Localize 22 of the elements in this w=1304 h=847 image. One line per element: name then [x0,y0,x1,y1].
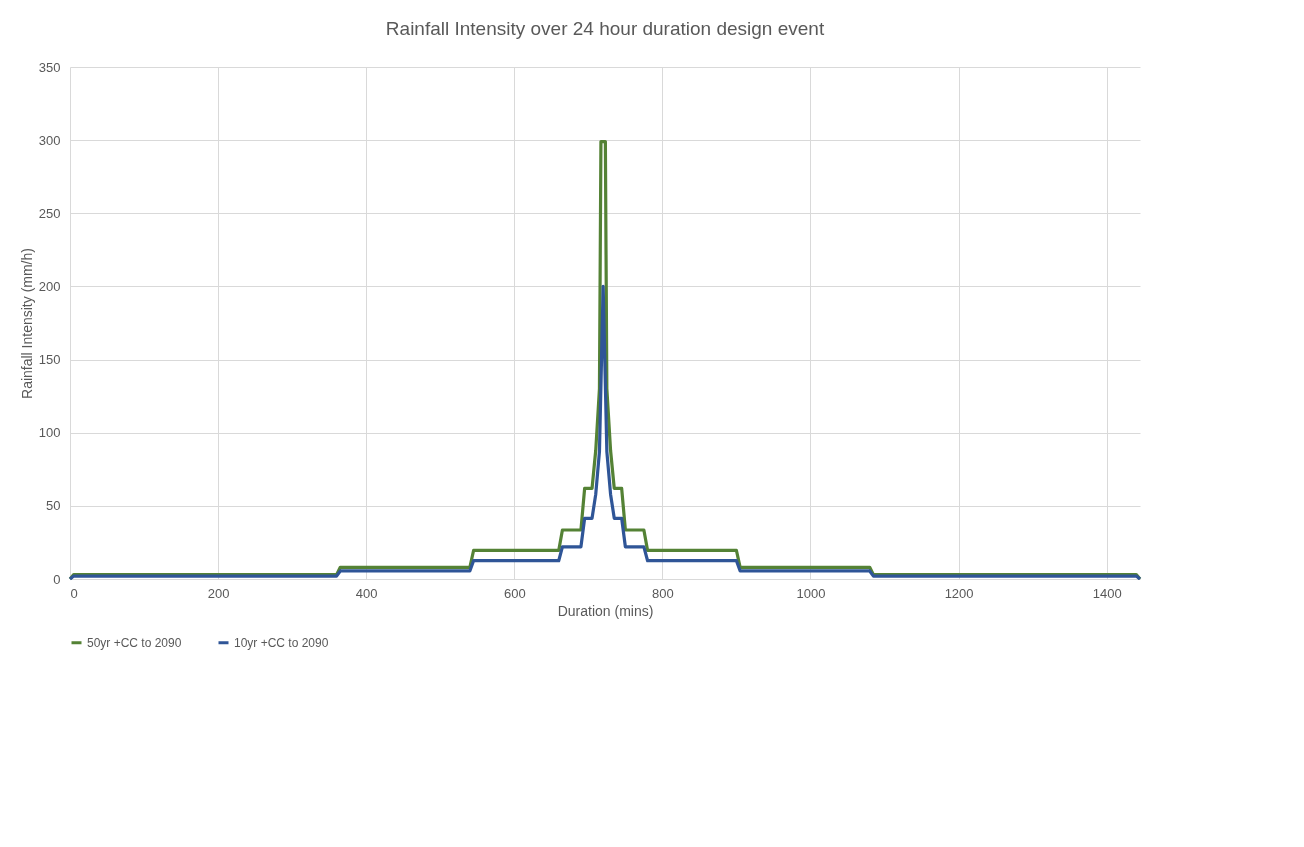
y-tick-label: 0 [53,571,61,587]
x-tick-label: 600 [503,585,526,601]
y-axis-title: Rainfall Intensity (mm/h) [18,248,35,399]
x-tick-label: 400 [355,585,378,601]
x-axis-title: Duration (mins) [557,602,654,619]
y-tick-label: 50 [46,498,61,514]
x-tick-label: 200 [207,585,230,601]
y-tick-label: 350 [38,59,61,75]
y-tick-label: 300 [38,132,61,148]
y-tick-label: 200 [38,278,61,294]
y-tick-label: 250 [38,205,61,221]
x-tick-label: 0 [70,585,78,601]
x-tick-label: 1200 [944,585,974,601]
line-series [68,284,1142,581]
y-tick-label: 150 [38,352,61,368]
y-tick-label: 100 [38,425,61,441]
legend-label: 10yr +CC to 2090 [234,635,329,650]
x-tick-label: 800 [652,585,674,601]
legend-label: 50yr +CC to 2090 [87,635,182,650]
chart-title: Rainfall Intensity over 24 hour duration design event [385,18,825,39]
x-tick-label: 1000 [796,585,826,601]
x-tick-label: 1400 [1092,585,1122,601]
